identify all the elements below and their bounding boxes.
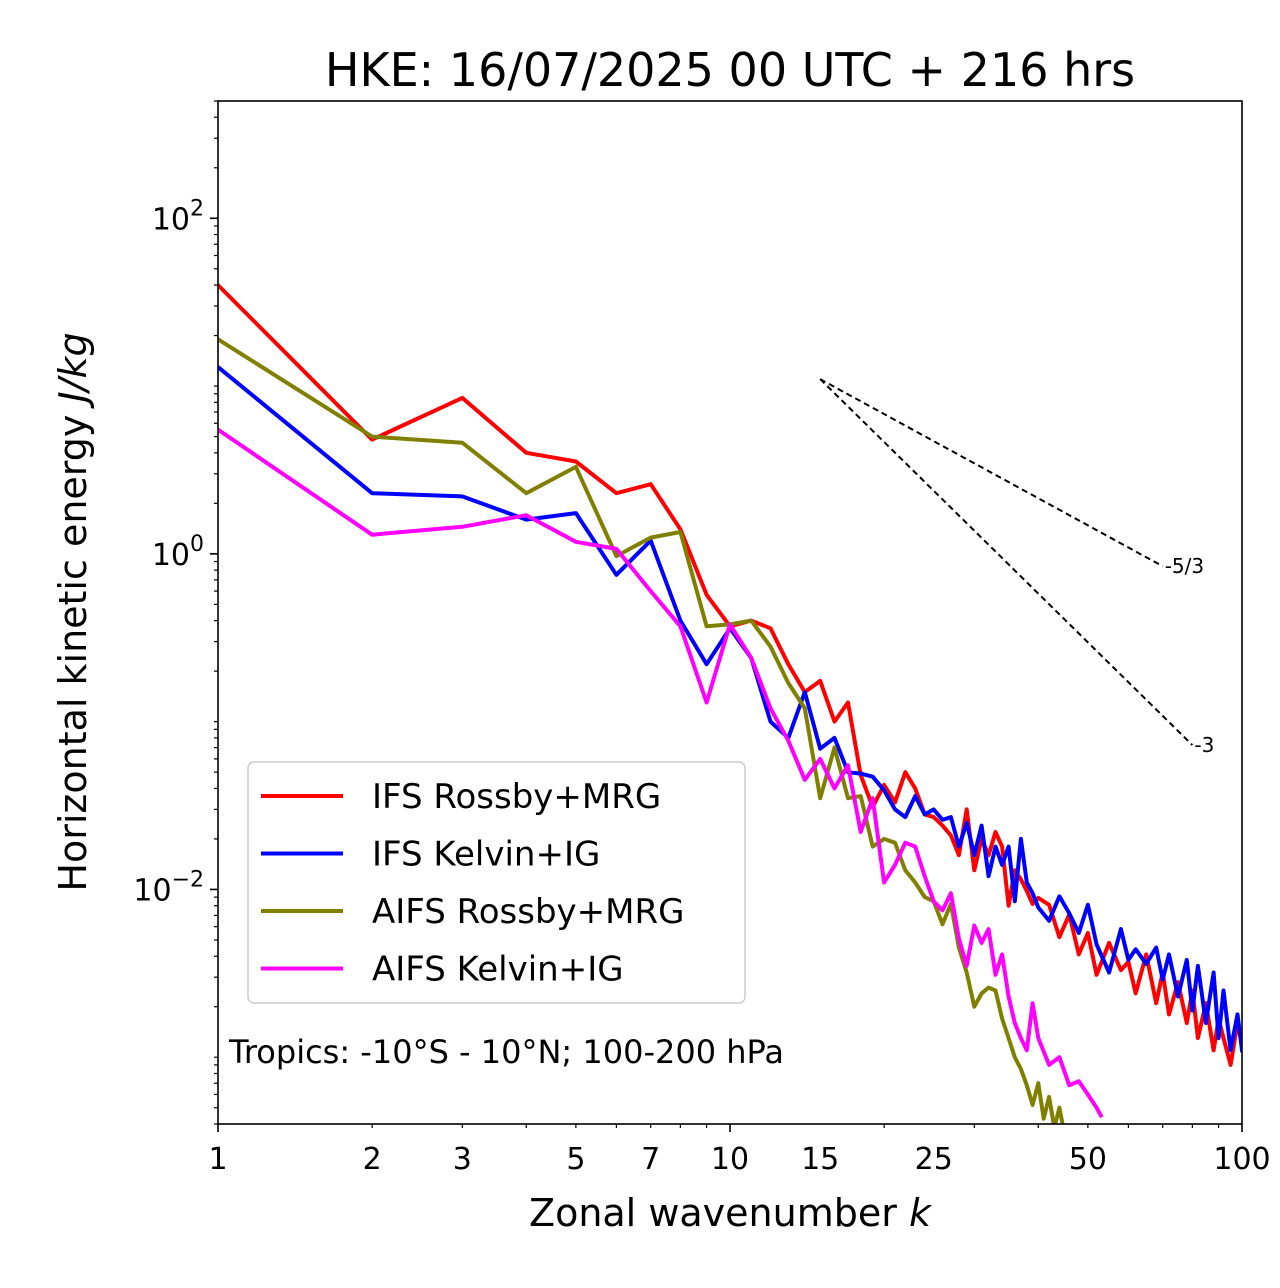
legend-box — [247, 761, 746, 1004]
x-tick-label: 7 — [641, 1142, 660, 1177]
reference-slope-label-1: -5/3 — [1165, 554, 1204, 578]
reference-slope-line-2 — [819, 378, 1194, 746]
legend: IFS Rossby+MRG IFS Kelvin+IG AIFS Rossby+M… — [247, 761, 746, 1004]
y-axis-label: Horizontal kinetic energy J/kg — [51, 332, 95, 891]
x-axis-label: Zonal wavenumber k — [529, 1191, 933, 1235]
y-tick-label: 102 — [152, 196, 204, 237]
series-layer — [218, 282, 1242, 1124]
x-tick-label: 100 — [1213, 1142, 1270, 1177]
region-annotation: Tropics: -10°S - 10°N; 100-200 hPa — [228, 1033, 784, 1071]
x-axis: 1 2 3 5 7 10 15 25 50 100 — [208, 1124, 1271, 1177]
legend-label-4: AIFS Kelvin+IG — [372, 950, 624, 990]
x-tick-label: 10 — [711, 1142, 749, 1177]
x-tick-label: 25 — [915, 1142, 953, 1177]
y-tick-label: 10−2 — [133, 867, 204, 908]
series-line-4 — [218, 427, 1104, 1119]
x-tick-label: 1 — [208, 1142, 227, 1177]
series-line-1 — [218, 282, 1242, 1067]
chart-title: HKE: 16/07/2025 00 UTC + 216 hrs — [325, 43, 1135, 97]
x-tick-label: 15 — [801, 1142, 839, 1177]
x-tick-label: 5 — [566, 1142, 585, 1177]
x-tick-label: 2 — [363, 1142, 382, 1177]
y-axis: 102 100 10−2 — [133, 100, 218, 1125]
reference-slope-line-1 — [819, 378, 1164, 568]
y-tick-label: 100 — [152, 532, 204, 573]
x-tick-label: 3 — [453, 1142, 472, 1177]
legend-items: IFS Rossby+MRG IFS Kelvin+IG AIFS Rossby+M… — [261, 777, 684, 990]
reference-slope-layer: -5/3 -3 — [819, 378, 1214, 757]
legend-label-3: AIFS Rossby+MRG — [372, 892, 684, 932]
legend-label-2: IFS Kelvin+IG — [372, 835, 600, 875]
series-line-3 — [218, 336, 1065, 1124]
reference-slope-label-2: -3 — [1194, 733, 1214, 757]
legend-label-1: IFS Rossby+MRG — [372, 777, 661, 817]
x-tick-label: 50 — [1069, 1142, 1107, 1177]
series-line-2 — [218, 364, 1242, 1053]
